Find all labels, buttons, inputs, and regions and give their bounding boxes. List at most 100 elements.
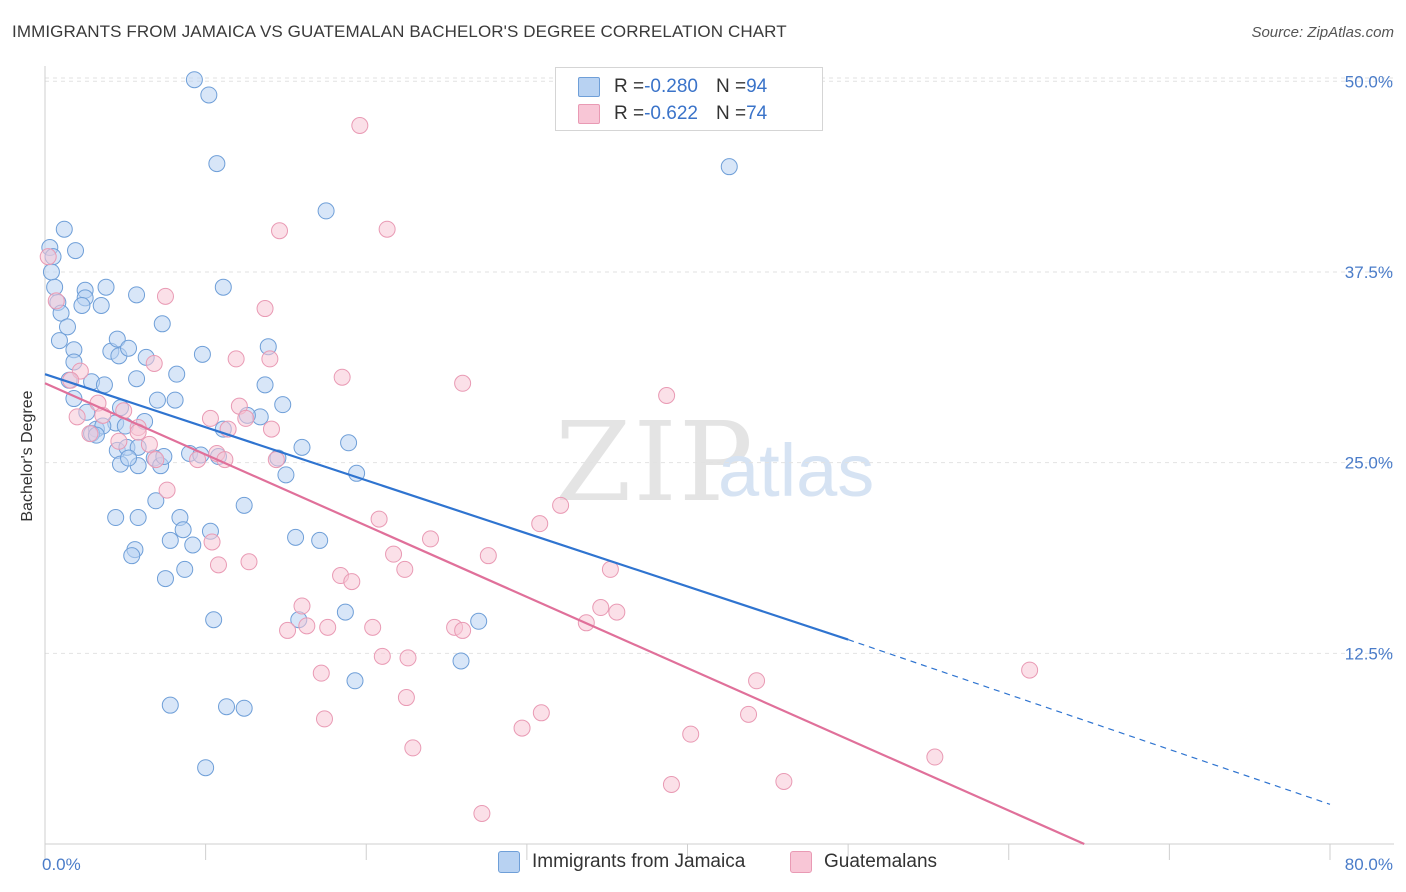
source-label: Source: ZipAtlas.com (1251, 24, 1394, 41)
guatemalan-point (399, 649, 417, 667)
guatemalan-point (370, 510, 388, 528)
y-tick-label: 12.5% (1345, 644, 1393, 663)
legend-n-value: 94 (746, 76, 768, 97)
jamaica-trend-extension (847, 639, 1331, 805)
jamaica-point (720, 158, 738, 176)
guatemalan-point (261, 350, 279, 368)
guatemalan-point (748, 672, 766, 690)
jamaica-point (218, 698, 236, 716)
guatemalan-point (293, 597, 311, 615)
guatemalan-point (1021, 661, 1039, 679)
jamaica-point (235, 496, 253, 514)
legend-swatch-jamaica (498, 851, 520, 873)
jamaica-point (161, 696, 179, 714)
jamaica-point (274, 396, 292, 414)
jamaica-point (176, 560, 194, 578)
guatemalan-point (68, 408, 86, 426)
guatemalan-point (658, 387, 676, 405)
x-tick-label-max: 80.0% (1345, 855, 1393, 874)
jamaica-point (197, 759, 215, 777)
guatemalan-point (333, 368, 351, 386)
watermark-zip: ZIP (555, 398, 755, 526)
guatemalan-point (385, 545, 403, 563)
jamaica-point (340, 434, 358, 452)
guatemalans-trend-line (44, 382, 1085, 846)
guatemalan-point (319, 618, 337, 636)
guatemalan-point (140, 435, 158, 453)
guatemalan-point (267, 451, 285, 469)
legend-swatch-pink (578, 104, 600, 124)
legend-label-jamaica: Immigrants from Jamaica (532, 851, 746, 872)
jamaica-point (120, 339, 138, 357)
guatemalan-point (158, 481, 176, 499)
series-legend: Immigrants from Jamaica Guatemalans (0, 851, 1406, 879)
guatemalan-point (775, 772, 793, 790)
guatemalan-point (364, 618, 382, 636)
legend-n-label: N = (715, 76, 747, 97)
jamaica-point (470, 612, 488, 630)
guatemalan-point (237, 409, 255, 427)
jamaica-point (161, 531, 179, 549)
guatemalan-point (203, 533, 221, 551)
guatemalan-point (531, 515, 549, 533)
guatemalan-point (262, 420, 280, 438)
trend-lines (44, 373, 1331, 846)
legend-n-value: 74 (746, 103, 768, 124)
guatemalan-point (479, 547, 497, 565)
jamaica-point (108, 330, 126, 348)
y-tick-label: 50.0% (1345, 72, 1393, 91)
jamaica-point (287, 528, 305, 546)
x-tick-label-min: 0.0% (42, 855, 81, 874)
guatemalan-point (47, 292, 65, 310)
guatemalan-point (209, 556, 227, 574)
jamaica-point (311, 531, 329, 549)
jamaica-point (256, 376, 274, 394)
legend-row-guatemalans: R = -0.622 N = 74 (578, 101, 767, 127)
jamaica-point (174, 521, 192, 539)
guatemalan-point (312, 664, 330, 682)
jamaica-trend-line (44, 373, 849, 641)
jamaica-point (452, 652, 470, 670)
axes (44, 66, 1394, 860)
legend-r-label: R = (614, 76, 645, 97)
legend-swatch-blue (578, 77, 600, 97)
guatemalan-point (396, 560, 414, 578)
jamaica-point (205, 611, 223, 629)
guatemalan-point (473, 804, 491, 822)
guatemalan-point (351, 116, 369, 134)
jamaica-point (200, 86, 218, 104)
legend-row-jamaica: R = -0.280 N = 94 (578, 74, 767, 100)
guatemalan-point (592, 599, 610, 617)
guatemalan-point (279, 621, 297, 639)
chart-title: IMMIGRANTS FROM JAMAICA VS GUATEMALAN BA… (12, 22, 787, 41)
jamaica-point (214, 278, 232, 296)
jamaica-point (156, 570, 174, 588)
guatemalan-point (39, 248, 57, 266)
legend-n-label: N = (715, 103, 747, 124)
guatemalan-point (404, 739, 422, 757)
guatemalan-point (271, 222, 289, 240)
guatemalan-point (422, 530, 439, 548)
jamaica-point (166, 391, 184, 409)
jamaica-point (346, 672, 364, 690)
legend-item-guatemalans[interactable]: Guatemalans (790, 851, 937, 873)
y-axis-title: Bachelor's Degree (19, 390, 36, 521)
legend-r-value: -0.280 (644, 76, 698, 97)
guatemalan-point (532, 704, 550, 722)
legend-r-label: R = (614, 103, 645, 124)
jamaica-point (92, 297, 110, 315)
legend-label-guatemalans: Guatemalans (824, 851, 938, 872)
jamaica-point (168, 365, 186, 383)
guatemalan-point (201, 409, 219, 427)
legend-item-jamaica[interactable]: Immigrants from Jamaica (498, 851, 745, 873)
series-jamaica-points (41, 71, 738, 777)
y-tick-label: 37.5% (1345, 263, 1393, 282)
guatemalan-point (608, 603, 626, 621)
guatemalan-point (315, 710, 333, 728)
jamaica-point (277, 466, 295, 484)
correlation-legend: R = -0.280 N = 94 R = -0.622 N = 74 (555, 67, 823, 131)
guatemalan-point (454, 621, 472, 639)
guatemalan-point (227, 350, 245, 368)
jamaica-point (95, 376, 113, 394)
legend-r-value: -0.622 (644, 103, 698, 124)
